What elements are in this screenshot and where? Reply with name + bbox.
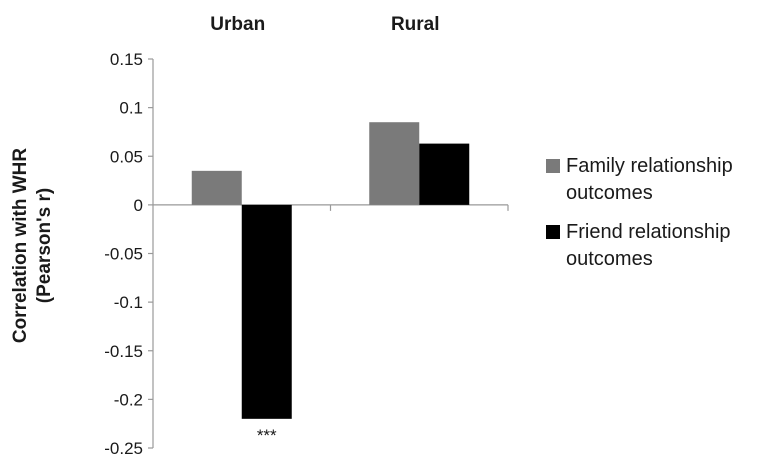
bar-urban-friend	[241, 204, 292, 419]
category-label-rural: Rural	[391, 14, 440, 35]
legend-label-family: outcomes	[566, 182, 653, 204]
y-tick-label: 0	[134, 196, 143, 215]
y-tick-label: -0.05	[104, 245, 143, 264]
y-tick-label: -0.15	[104, 342, 143, 361]
legend-label-friend: outcomes	[566, 248, 653, 270]
category-label-urban: Urban	[210, 14, 265, 35]
y-tick-label: -0.1	[114, 293, 143, 312]
y-tick-label: -0.2	[114, 390, 143, 409]
y-tick-label: 0.1	[119, 99, 143, 118]
bar-urban-family	[191, 170, 242, 205]
y-axis-label: (Pearson's r)	[34, 188, 55, 303]
legend-swatch-family	[546, 159, 560, 173]
y-tick-label: 0.15	[110, 50, 143, 69]
y-tick-label: -0.25	[104, 439, 143, 458]
legend-label-family: Family relationship	[566, 155, 733, 177]
y-axis-label: Correlation with WHR	[10, 148, 31, 344]
legend-label-friend: Friend relationship	[566, 221, 731, 243]
legend-swatch-friend	[546, 225, 560, 239]
y-tick-label: 0.05	[110, 147, 143, 166]
bar-rural-family	[369, 122, 420, 205]
bar-rural-friend	[419, 143, 470, 205]
significance-annotation: ***	[257, 426, 277, 445]
